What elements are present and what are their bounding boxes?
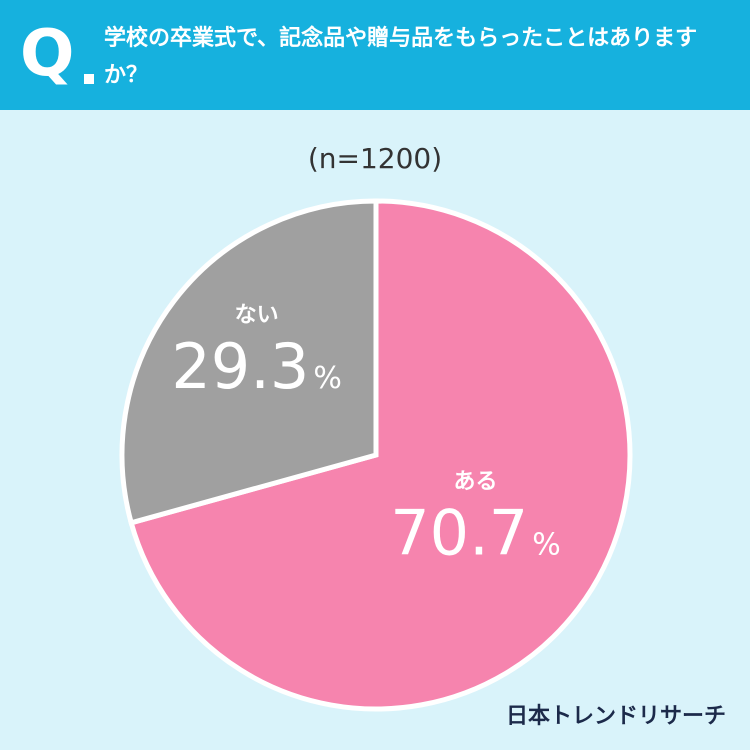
q-dot-icon xyxy=(84,74,94,84)
question-header: Q 学校の卒業式で、記念品や贈与品をもらったことはありますか？ xyxy=(0,0,750,110)
slice-value-label-2: 29.3% xyxy=(171,330,342,403)
sample-size: (n=1200) xyxy=(307,142,443,175)
slice-category-label-1: ある xyxy=(453,470,497,495)
slice-value-label-1: 70.7% xyxy=(390,497,561,570)
brand-logo: 日本トレンドリサーチ xyxy=(505,704,726,729)
slice-category-label-2: ない xyxy=(235,303,279,328)
pie-slice-1 xyxy=(128,198,633,712)
question-text: 学校の卒業式で、記念品や贈与品をもらったことはありますか？ xyxy=(104,26,698,88)
pie-slice-2 xyxy=(119,198,379,526)
q-label: Q xyxy=(20,17,75,91)
